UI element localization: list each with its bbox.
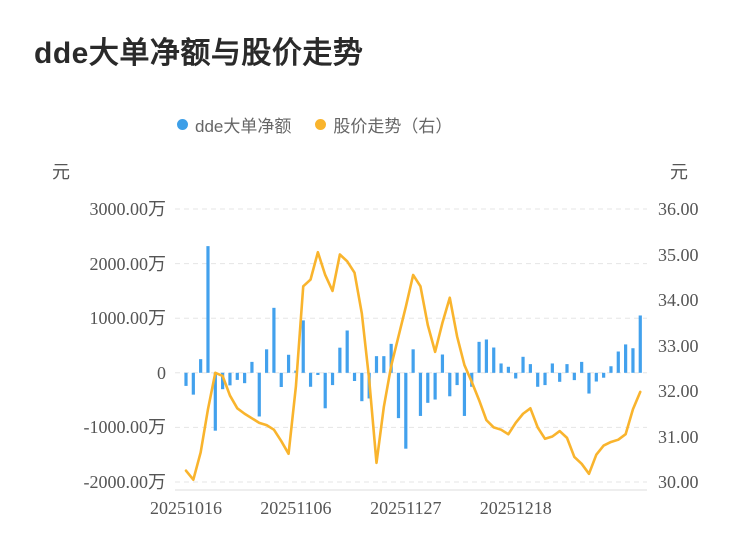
legend-dot-icon — [315, 119, 327, 130]
x-axis-tick: 20251016 — [150, 498, 222, 518]
right-axis-tick: 34.00 — [658, 290, 699, 310]
chart-title: dde大单净额与股价走势 — [34, 37, 364, 70]
right-axis-tick: 32.00 — [658, 381, 699, 401]
left-axis-unit: 元 — [52, 162, 70, 182]
left-axis-tick: -1000.00万 — [83, 417, 167, 438]
left-axis-tick: 3000.00万 — [89, 199, 167, 219]
right-axis-tick: 33.00 — [658, 335, 699, 356]
left-axis-tick: -2000.00万 — [83, 472, 167, 492]
legend-label: 股价走势（右） — [333, 117, 453, 136]
right-axis-tick: 35.00 — [658, 244, 699, 265]
legend-label: dde大单净额 — [195, 117, 292, 136]
x-axis-tick: 20251106 — [260, 498, 332, 518]
price-line — [184, 250, 642, 482]
x-axis-tick: 20251127 — [370, 498, 442, 518]
right-axis-tick: 31.00 — [658, 426, 699, 447]
legend: dde大单净额 股价走势（右） — [177, 112, 452, 137]
left-axis-tick: 2000.00万 — [89, 253, 167, 274]
right-axis-tick: 30.00 — [658, 472, 699, 492]
left-axis-tick: 1000.00万 — [89, 308, 167, 329]
right-axis-labels: 36.00 35.00 34.00 33.00 32.00 31.00 30.00 — [658, 0, 750, 558]
legend-item-price-trend[interactable]: 股价走势（右） — [315, 112, 452, 137]
left-axis-labels: 3000.00万 2000.00万 1000.00万 0 -1000.00万 -2000.… — [0, 0, 167, 558]
x-axis-tick: 20251218 — [479, 498, 552, 518]
right-axis-tick: 36.00 — [658, 199, 699, 219]
legend-dot-icon — [177, 119, 188, 130]
right-axis-unit: 元 — [670, 162, 688, 182]
legend-item-dde-net[interactable]: dde大单净额 — [177, 112, 291, 137]
left-axis-tick: 0 — [157, 362, 166, 383]
